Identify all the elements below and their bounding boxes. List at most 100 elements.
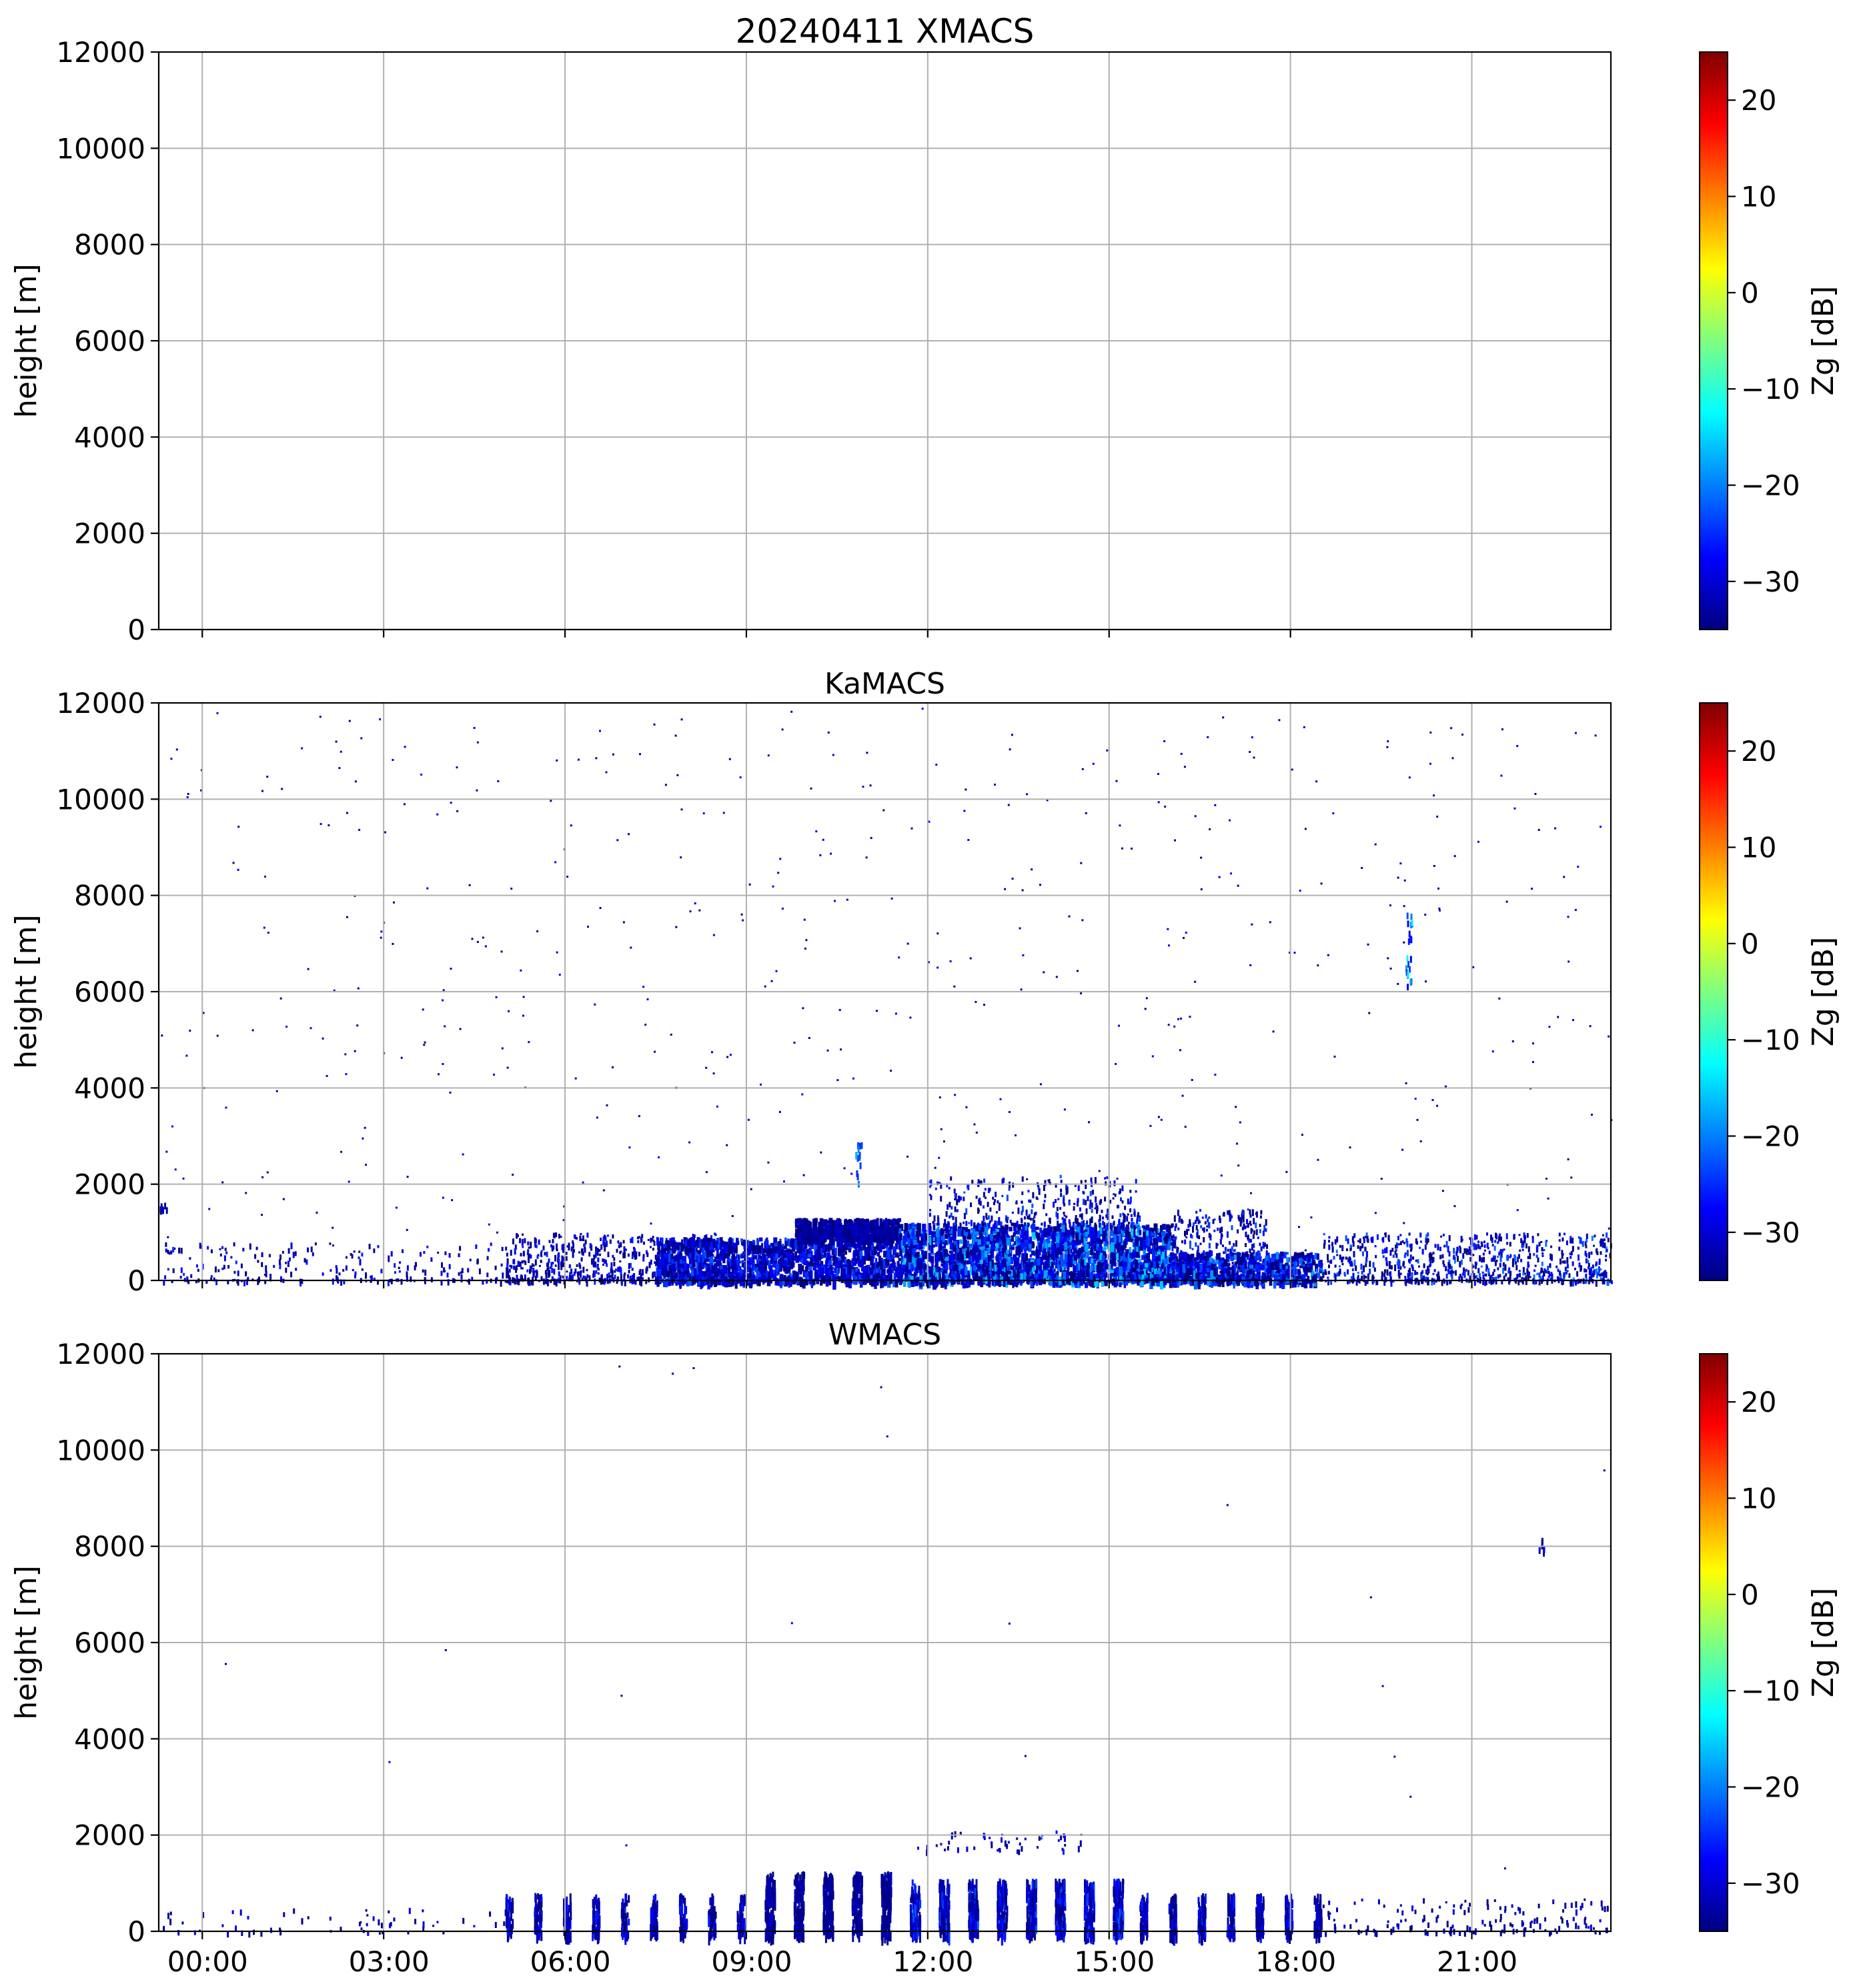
echo-pixel: [607, 1251, 610, 1258]
echo-pixel: [1570, 1176, 1573, 1179]
echo-pixel: [618, 1243, 621, 1246]
echo-pixel: [652, 1239, 655, 1242]
colorbar-tick-label: 10: [1741, 181, 1776, 213]
echo-pixel: [852, 1236, 856, 1245]
echo-pixel: [197, 1268, 199, 1272]
echo-pixel: [1127, 1267, 1131, 1273]
echo-pixel: [186, 796, 189, 798]
echo-pixel: [1055, 1265, 1058, 1268]
echo-pixel: [800, 1218, 803, 1222]
echo-pixel: [552, 1238, 554, 1244]
echo-pixel: [880, 1218, 883, 1223]
echo-pixel: [574, 1077, 577, 1080]
echo-pixel: [867, 1273, 870, 1282]
echo-pixel: [1399, 862, 1402, 865]
echo-pixel: [1237, 884, 1239, 887]
echo-pixel: [1020, 988, 1023, 991]
echo-pixel: [642, 986, 645, 988]
echo-pixel: [242, 1248, 245, 1252]
echo-pixel: [949, 1269, 953, 1275]
echo-pixel: [586, 1232, 589, 1238]
echo-pixel: [1572, 1019, 1574, 1022]
echo-pixel: [940, 1128, 943, 1130]
echo-pixel: [875, 1268, 878, 1272]
echo-pixel: [685, 1271, 688, 1276]
echo-pixel: [1043, 1228, 1047, 1238]
echo-pixel: [898, 956, 900, 959]
echo-pixel: [616, 1278, 618, 1284]
echo-pixel: [1149, 1234, 1151, 1241]
echo-pixel: [858, 1272, 862, 1276]
echo-pixel: [941, 1246, 945, 1251]
echo-pixel: [706, 1240, 709, 1246]
echo-pixel: [868, 1267, 872, 1271]
echo-pixel: [880, 1279, 882, 1288]
echo-pixel: [1163, 740, 1166, 742]
echo-pixel: [740, 1255, 744, 1259]
echo-pixel: [676, 1272, 680, 1282]
echo-pixel: [848, 1246, 852, 1250]
echo-pixel: [824, 1260, 828, 1266]
echo-pixel: [356, 1024, 359, 1027]
echo-pixel: [876, 1272, 880, 1279]
echo-pixel: [806, 1226, 810, 1230]
echo-pixel: [508, 1268, 511, 1273]
echo-pixel: [921, 708, 924, 710]
echo-pixel: [459, 1246, 462, 1251]
echo-pixel: [700, 1276, 704, 1282]
echo-pixel: [1147, 1273, 1150, 1281]
echo-pixel: [778, 1110, 781, 1113]
echo-pixel: [1035, 1232, 1039, 1236]
echo-pixel: [674, 734, 677, 737]
echo-pixel: [620, 1242, 622, 1248]
echo-pixel: [822, 1234, 824, 1242]
echo-pixel: [562, 1262, 565, 1265]
echo-pixel: [522, 1250, 525, 1257]
echo-pixel: [910, 1237, 913, 1244]
echo-pixel: [980, 1256, 983, 1264]
echo-pixel: [514, 1249, 516, 1255]
echo-pixel: [322, 1037, 324, 1040]
echo-pixel: [546, 1280, 549, 1286]
echo-pixel: [772, 885, 774, 888]
echo-pixel: [856, 1226, 859, 1236]
echo-pixel: [514, 1244, 517, 1250]
echo-pixel: [1159, 1232, 1164, 1239]
echo-pixel: [705, 1268, 708, 1272]
echo-pixel: [1039, 1083, 1042, 1086]
echo-pixel: [822, 1219, 827, 1227]
echo-pixel: [906, 1155, 909, 1158]
echo-pixel: [309, 1027, 312, 1030]
echo-pixel: [460, 1280, 463, 1282]
echo-pixel: [579, 1235, 582, 1242]
echo-pixel: [943, 1140, 945, 1143]
echo-pixel: [656, 1280, 660, 1287]
echo-pixel: [595, 1246, 598, 1252]
echo-pixel: [653, 1240, 656, 1246]
echo-pixel: [772, 1259, 776, 1267]
echo-pixel: [1095, 1252, 1099, 1259]
echo-pixel: [920, 1233, 924, 1240]
echo-pixel: [305, 1259, 308, 1265]
echo-pixel: [529, 1265, 532, 1270]
echo-pixel: [828, 1259, 832, 1267]
heatmap-pixels: [159, 708, 1613, 1290]
echo-pixel: [832, 1254, 837, 1260]
echo-pixel: [586, 1280, 588, 1287]
echo-pixel: [801, 1093, 804, 1096]
echo-pixel: [513, 1265, 516, 1270]
echo-pixel: [799, 1276, 802, 1280]
echo-pixel: [865, 856, 868, 859]
echo-pixel: [598, 1249, 601, 1252]
echo-pixel: [1554, 827, 1557, 830]
echo-pixel: [652, 1236, 654, 1238]
echo-pixel: [1200, 856, 1203, 859]
echo-pixel: [205, 1280, 208, 1284]
echo-pixel: [818, 1236, 821, 1244]
echo-pixel: [977, 1224, 980, 1229]
echo-pixel: [913, 1272, 916, 1278]
echo-pixel: [602, 1258, 604, 1262]
echo-pixel: [554, 1254, 557, 1262]
echo-pixel: [460, 1271, 462, 1274]
echo-pixel: [406, 1176, 409, 1178]
